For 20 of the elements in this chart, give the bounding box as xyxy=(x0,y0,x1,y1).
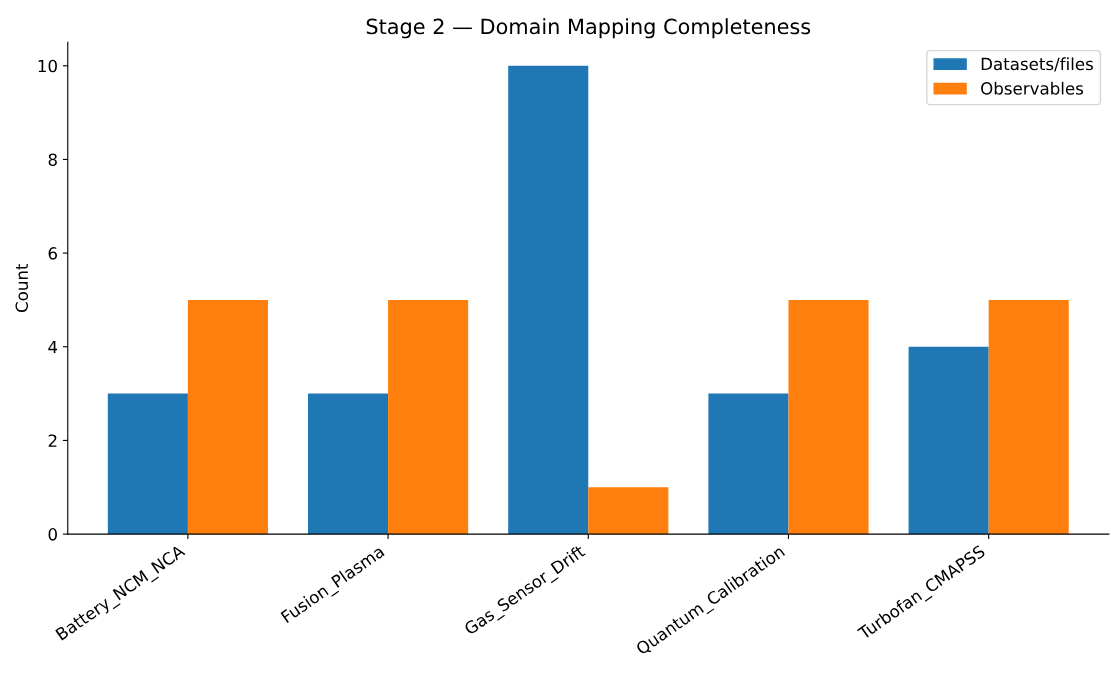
bar xyxy=(308,393,389,535)
bar xyxy=(908,346,989,535)
y-tick-label: 8 xyxy=(48,153,57,166)
y-tick-label: 4 xyxy=(48,340,58,354)
bar xyxy=(187,299,268,535)
legend-label: Observables xyxy=(981,81,1084,95)
y-tick-label: 2 xyxy=(48,434,57,447)
bar xyxy=(508,65,589,535)
y-axis-title: Count xyxy=(15,263,29,313)
y-tick-label: 6 xyxy=(48,247,57,260)
y-tick-label: 10 xyxy=(38,59,57,73)
bar xyxy=(708,393,789,535)
chart-title: Stage 2 — Domain Mapping Completeness xyxy=(366,18,811,39)
bar xyxy=(988,299,1069,535)
legend-label: Datasets/files xyxy=(981,57,1093,72)
bar xyxy=(107,393,188,535)
bar xyxy=(388,299,469,535)
bar xyxy=(788,299,869,535)
bar xyxy=(588,487,669,535)
y-tick-label: 0 xyxy=(48,528,57,541)
